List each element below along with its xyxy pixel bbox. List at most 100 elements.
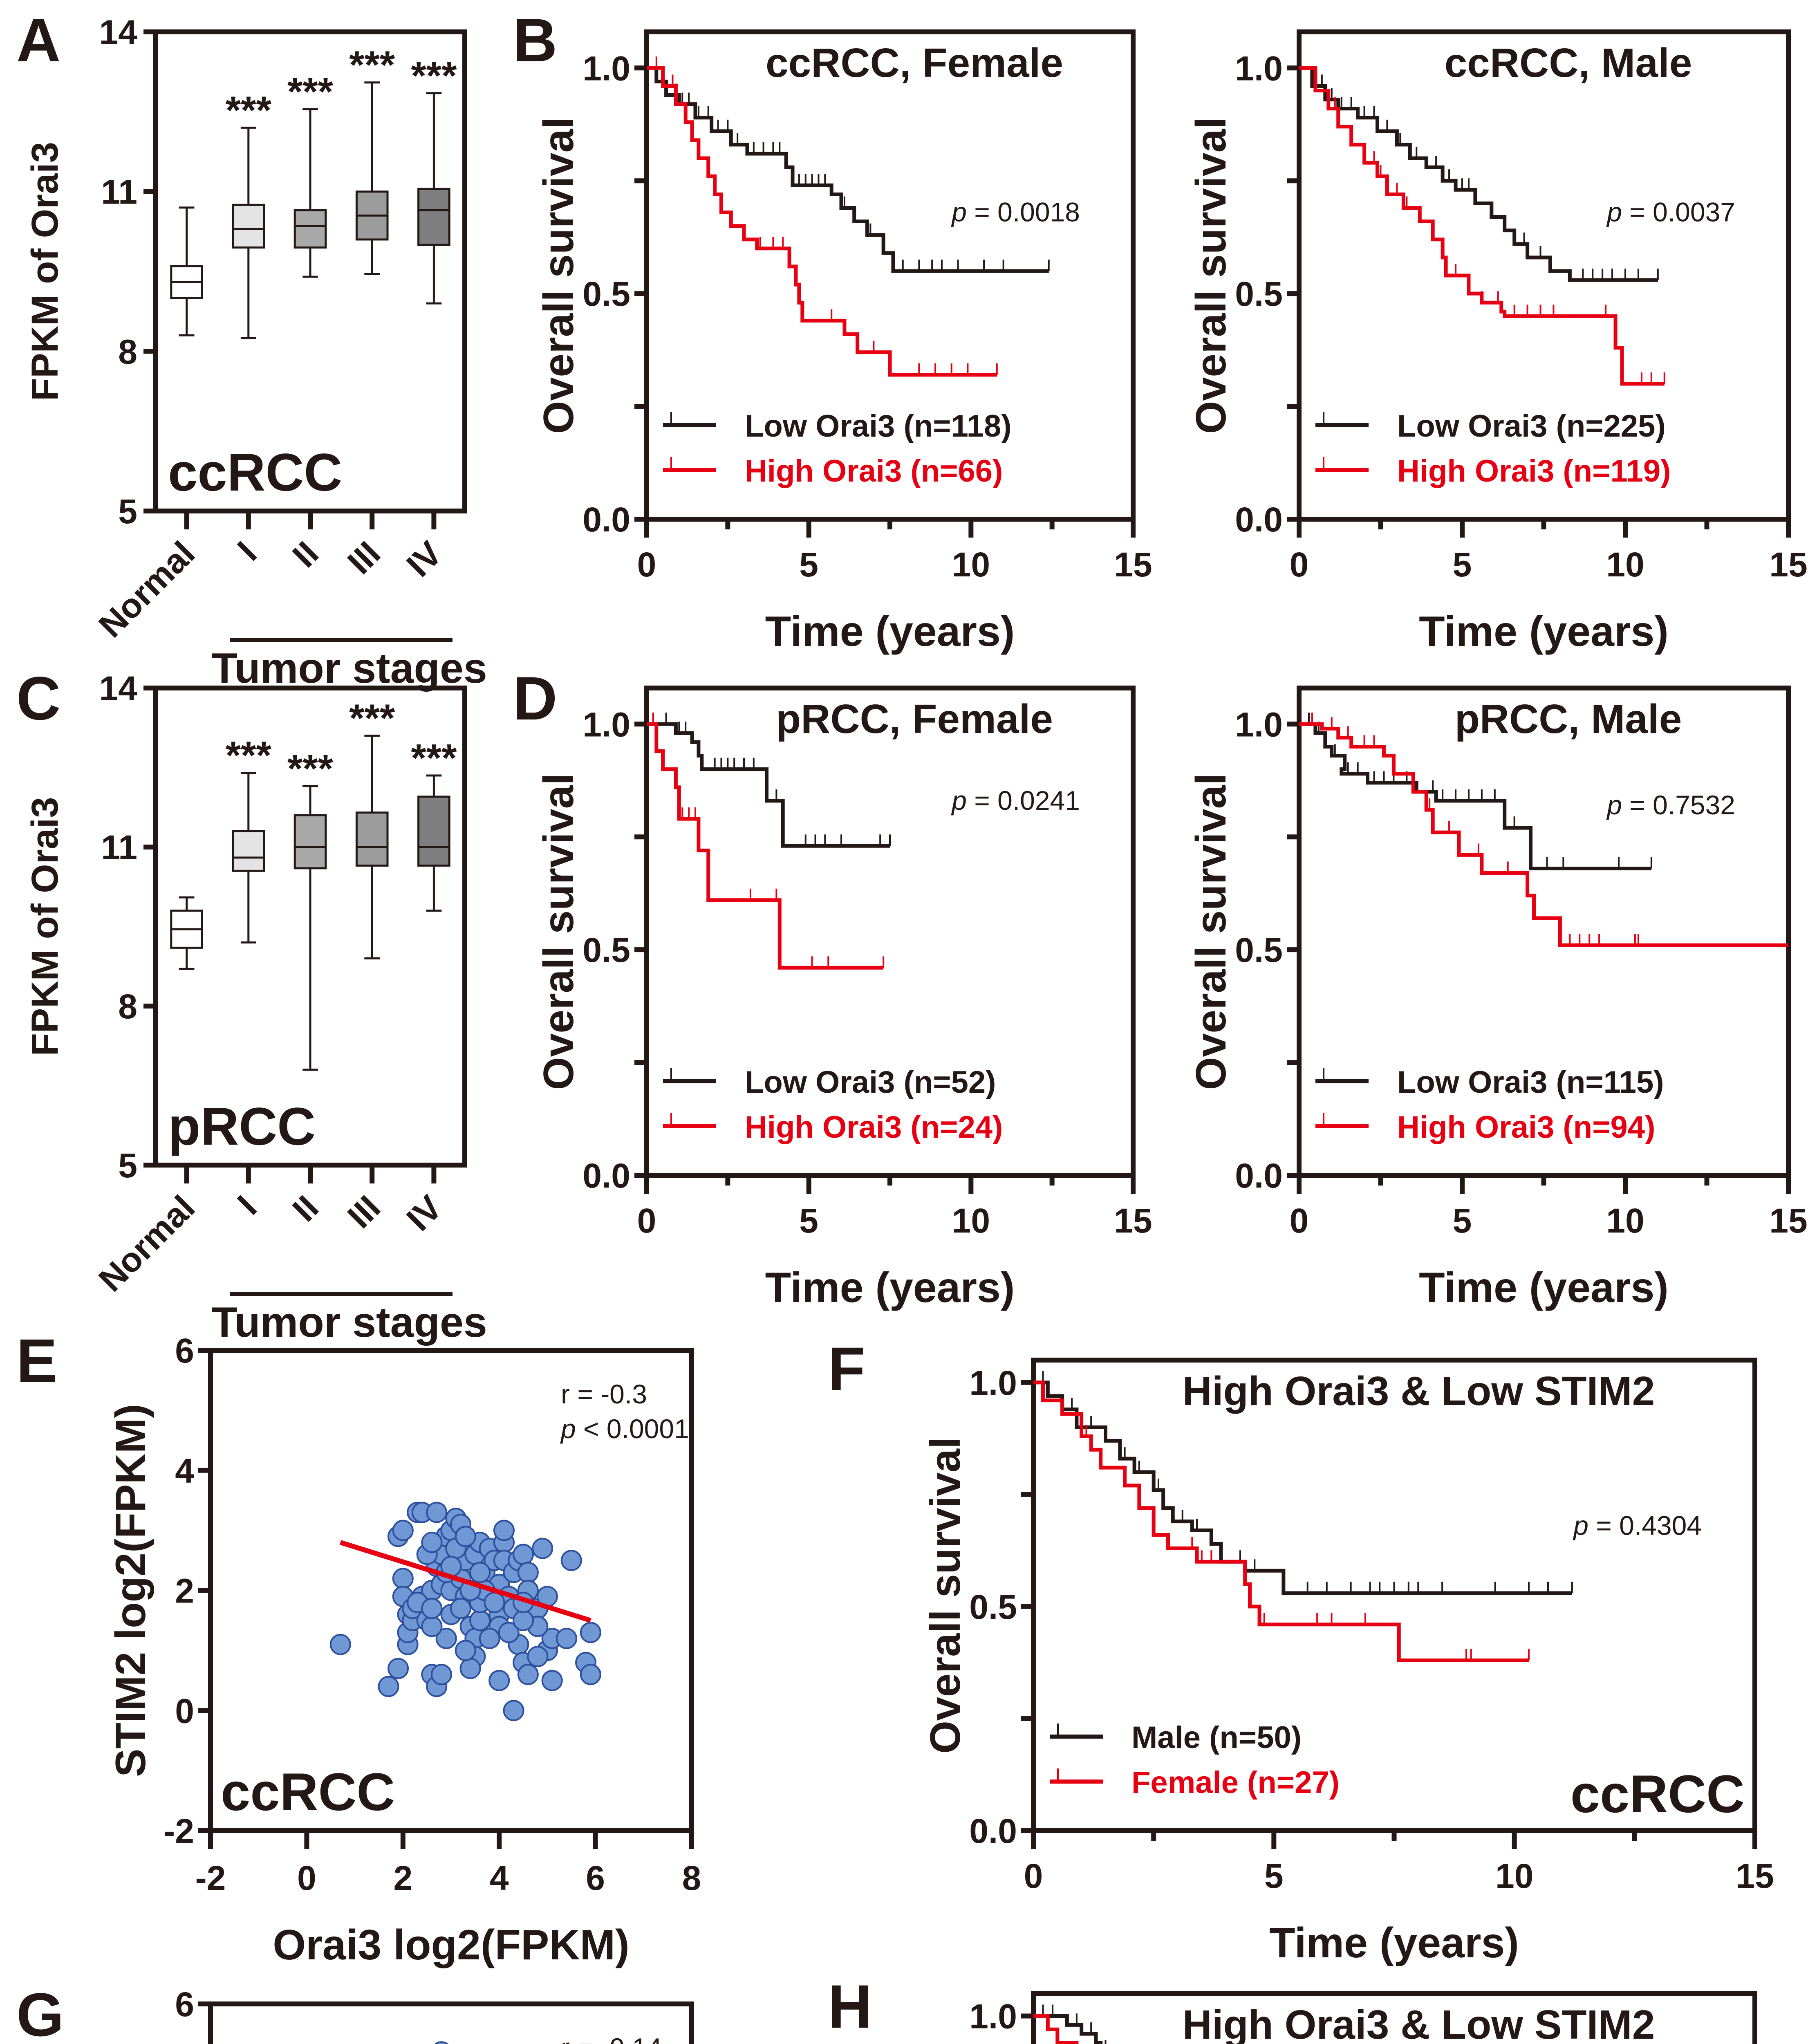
- p-value-text: = 0.0241: [967, 785, 1080, 816]
- data-point: [513, 1609, 534, 1631]
- legend-label: Low Orai3 (n=225): [1397, 409, 1666, 444]
- box-i: ***: [226, 733, 271, 944]
- y-tick-label: 1.0: [969, 1364, 1017, 1402]
- data-point: [435, 1628, 457, 1649]
- x-tick-label: 0: [297, 1859, 316, 1897]
- y-tick-label: 1.0: [1235, 705, 1283, 744]
- data-point: [459, 1658, 481, 1679]
- y-axis-title: STIM2 log2(FPKM): [107, 1404, 155, 1777]
- y-tick-label: 14: [99, 13, 138, 52]
- significance-stars: ***: [226, 88, 272, 132]
- km-series-red: Female (n=26): [1033, 2014, 1079, 2044]
- data-point: [421, 1616, 443, 1637]
- x-tick-label: 15: [1736, 1857, 1774, 1895]
- y-tick-label: 0.0: [969, 1812, 1017, 1850]
- km-series-red: High Orai3 (n=24): [647, 713, 1003, 1145]
- km-curve: [1299, 66, 1665, 386]
- y-axis-title: Overall survival: [535, 773, 583, 1090]
- p-value: p = 0.0241: [951, 785, 1080, 816]
- panel-letter: C: [16, 664, 60, 733]
- data-point: [484, 1591, 505, 1613]
- y-axis-title: Overall survival: [1187, 117, 1235, 434]
- chart-title: pRCC, Male: [1455, 696, 1682, 742]
- legend-label: High Orai3 (n=94): [1397, 1110, 1655, 1145]
- p-symbol: p: [560, 1414, 576, 1444]
- box-iii: ***: [349, 43, 395, 276]
- km-curve: [1299, 722, 1788, 947]
- y-tick-label: 0.5: [1235, 931, 1283, 969]
- panel-b-male: 0.0 0.5 1.0 0 5 10 15 Time (years) Overall survi…: [1187, 29, 1808, 655]
- box-normal: [170, 206, 203, 336]
- correlation-r: r = -0.14: [561, 2033, 662, 2044]
- x-tick-label: 0: [1290, 1201, 1309, 1240]
- legend-label: Male (n=50): [1131, 1720, 1302, 1755]
- box-iqr: [293, 814, 327, 870]
- data-point: [560, 1550, 582, 1571]
- x-axis-title: Tumor stages: [211, 645, 487, 692]
- y-tick-label: 8: [118, 332, 137, 371]
- y-tick-label: 0.0: [583, 500, 630, 539]
- p-symbol: p: [1606, 197, 1622, 227]
- km-curve: [1033, 2014, 1103, 2044]
- y-tick-label: 1.0: [969, 1997, 1017, 2036]
- legend-label: High Orai3 (n=119): [1397, 454, 1671, 489]
- x-tick-label: 8: [682, 1859, 701, 1897]
- data-point: [517, 1562, 539, 1583]
- x-tick-label: 5: [1264, 1857, 1284, 1895]
- y-tick-label: 1.0: [1235, 49, 1283, 87]
- x-axis-title: Time (years): [1269, 1919, 1519, 1967]
- y-axis-title: FPKM of Orai3: [24, 797, 66, 1056]
- data-point: [378, 1676, 399, 1697]
- p-value-text: = 0.7532: [1622, 790, 1735, 820]
- panel-letter: D: [513, 664, 557, 733]
- x-tick-label: 0: [1024, 1857, 1043, 1895]
- significance-stars: ***: [349, 697, 395, 740]
- p-value-text: = 0.0037: [1622, 197, 1735, 227]
- y-tick-label: 0.0: [583, 1156, 630, 1195]
- data-point: [469, 1609, 491, 1631]
- x-axis-title: Time (years): [1419, 1264, 1669, 1311]
- y-tick-label: 4: [175, 1452, 194, 1490]
- x-tick-label: 5: [1453, 1201, 1472, 1240]
- x-tick-label: 15: [1769, 1201, 1807, 1240]
- significance-stars: ***: [411, 54, 457, 98]
- chart-title: ccRCC, Male: [1445, 40, 1692, 86]
- legend-label: Low Orai3 (n=52): [745, 1065, 996, 1100]
- y-axis-title: Overall survival: [1187, 773, 1235, 1090]
- p-symbol: p: [951, 197, 967, 227]
- y-tick-label: 0.5: [583, 275, 630, 313]
- y-tick-label: -2: [164, 1812, 194, 1850]
- x-tick-label: 10: [952, 1201, 990, 1240]
- y-tick-label: 11: [101, 173, 137, 211]
- inset-label: pRCC: [168, 1096, 316, 1156]
- y-tick-label: 0.0: [1235, 500, 1283, 539]
- panel-letter: F: [828, 1334, 865, 1403]
- panel-letter: B: [513, 6, 557, 74]
- data-point: [556, 1628, 577, 1649]
- y-tick-label: 2: [175, 1572, 194, 1610]
- box-iqr: [232, 830, 265, 872]
- km-curve: [1299, 722, 1651, 870]
- data-point: [493, 1520, 515, 1541]
- p-value: p = 0.7532: [1606, 790, 1735, 820]
- x-tick-label: 0: [637, 1201, 656, 1240]
- x-tick-label: 10: [1606, 1201, 1644, 1240]
- significance-stars: ***: [411, 736, 457, 780]
- data-point: [469, 1562, 491, 1583]
- box-iii: ***: [349, 697, 395, 959]
- p-value: p = 0.0018: [951, 197, 1080, 227]
- plot-frame: [1031, 1991, 1757, 2044]
- km-curve: [647, 722, 884, 970]
- x-tick-label: 0: [637, 545, 656, 584]
- panel-d-female: D 0.0 0.5 1.0 0 5 10 15 Time (years) Overall surv…: [513, 664, 1152, 1311]
- y-tick-label: 5: [118, 492, 137, 531]
- box-iv: ***: [411, 736, 457, 912]
- y-axis-title: FPKM of Orai3: [24, 142, 66, 401]
- inset-label: ccRCC: [1571, 1764, 1745, 1824]
- data-point: [392, 1520, 414, 1541]
- inset-label: ccRCC: [168, 442, 342, 502]
- x-tick-label: 5: [1453, 545, 1472, 584]
